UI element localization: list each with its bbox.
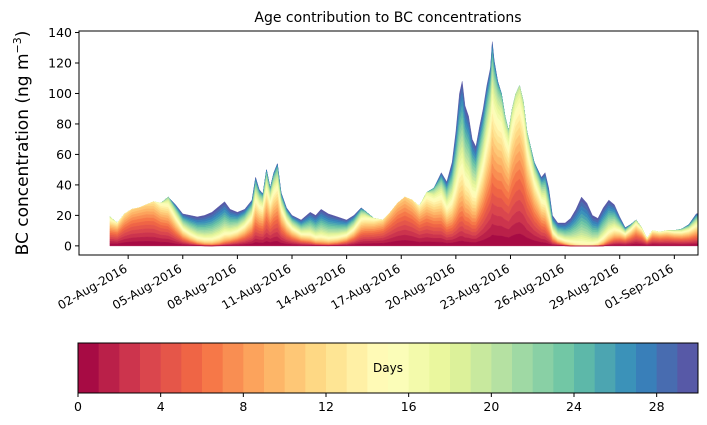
svg-text:BC concentration (ng m−3): BC concentration (ng m−3) [11,31,33,256]
colorbar-swatch [553,343,575,393]
colorbar-ticks: 0 4 8 12 16 20 24 28 [74,393,665,414]
chart-title: Age contribution to BC concentrations [254,10,521,26]
colorbar-swatch [264,343,286,393]
plot-frame [78,30,699,256]
y-tick-label: 60 [56,147,72,162]
y-tick-label: 80 [56,116,72,131]
colorbar-swatch [470,343,492,393]
colorbar-swatch [284,343,306,393]
colorbar-tick-label: 28 [649,399,665,414]
colorbar-swatch [243,343,265,393]
colorbar-frame [77,342,699,394]
colorbar-swatch [594,343,616,393]
y-tick-label: 120 [48,56,72,71]
colorbar-swatch [202,343,224,393]
colorbar-swatch [450,343,472,393]
y-axis-label: BC concentration (ng m−3) [11,31,33,256]
y-tick-label: 20 [56,208,72,223]
colorbar [77,342,699,394]
colorbar-swatch [512,343,534,393]
colorbar-swatch [574,343,596,393]
x-axis: 02-Aug-201605-Aug-201608-Aug-201611-Aug-… [55,255,676,312]
colorbar-swatch [429,343,451,393]
colorbar-tick-label: 12 [318,399,334,414]
colorbar-swatch [532,343,554,393]
colorbar-swatch [222,343,244,393]
colorbar-swatch [677,343,699,393]
colorbar-swatch [140,343,162,393]
colorbar-label: Days [373,361,403,375]
y-tick-label: 140 [48,25,72,40]
colorbar-swatch [656,343,678,393]
colorbar-tick-label: 24 [566,399,582,414]
y-axis: 0 20 40 60 80 100 120 140 [48,25,79,253]
colorbar-tick-label: 4 [157,399,165,414]
y-axis-label-superscript: −3 [11,37,24,53]
colorbar-swatch [326,343,348,393]
colorbar-swatch [78,343,100,393]
y-axis-label-main: BC concentration (ng m [13,53,33,255]
y-tick-label: 100 [48,86,72,101]
colorbar-swatch [346,343,368,393]
y-axis-label-close: ) [13,31,33,38]
colorbar-tick-label: 16 [401,399,417,414]
colorbar-tick-label: 20 [483,399,499,414]
colorbar-swatch [119,343,141,393]
colorbar-swatch [98,343,120,393]
colorbar-swatch [636,343,658,393]
area-layer-age-0 [109,233,698,247]
colorbar-swatch [181,343,203,393]
colorbar-swatch [615,343,637,393]
colorbar-swatch [305,343,327,393]
colorbar-swatch [408,343,430,393]
colorbar-swatch [160,343,182,393]
colorbar-swatch [388,343,410,393]
stacked-area-layers [109,41,698,247]
colorbar-swatch [367,343,389,393]
y-tick-label: 40 [56,177,72,192]
y-tick-label: 0 [64,238,72,253]
colorbar-tick-label: 8 [239,399,247,414]
colorbar-tick-label: 0 [74,399,82,414]
colorbar-swatch [491,343,513,393]
